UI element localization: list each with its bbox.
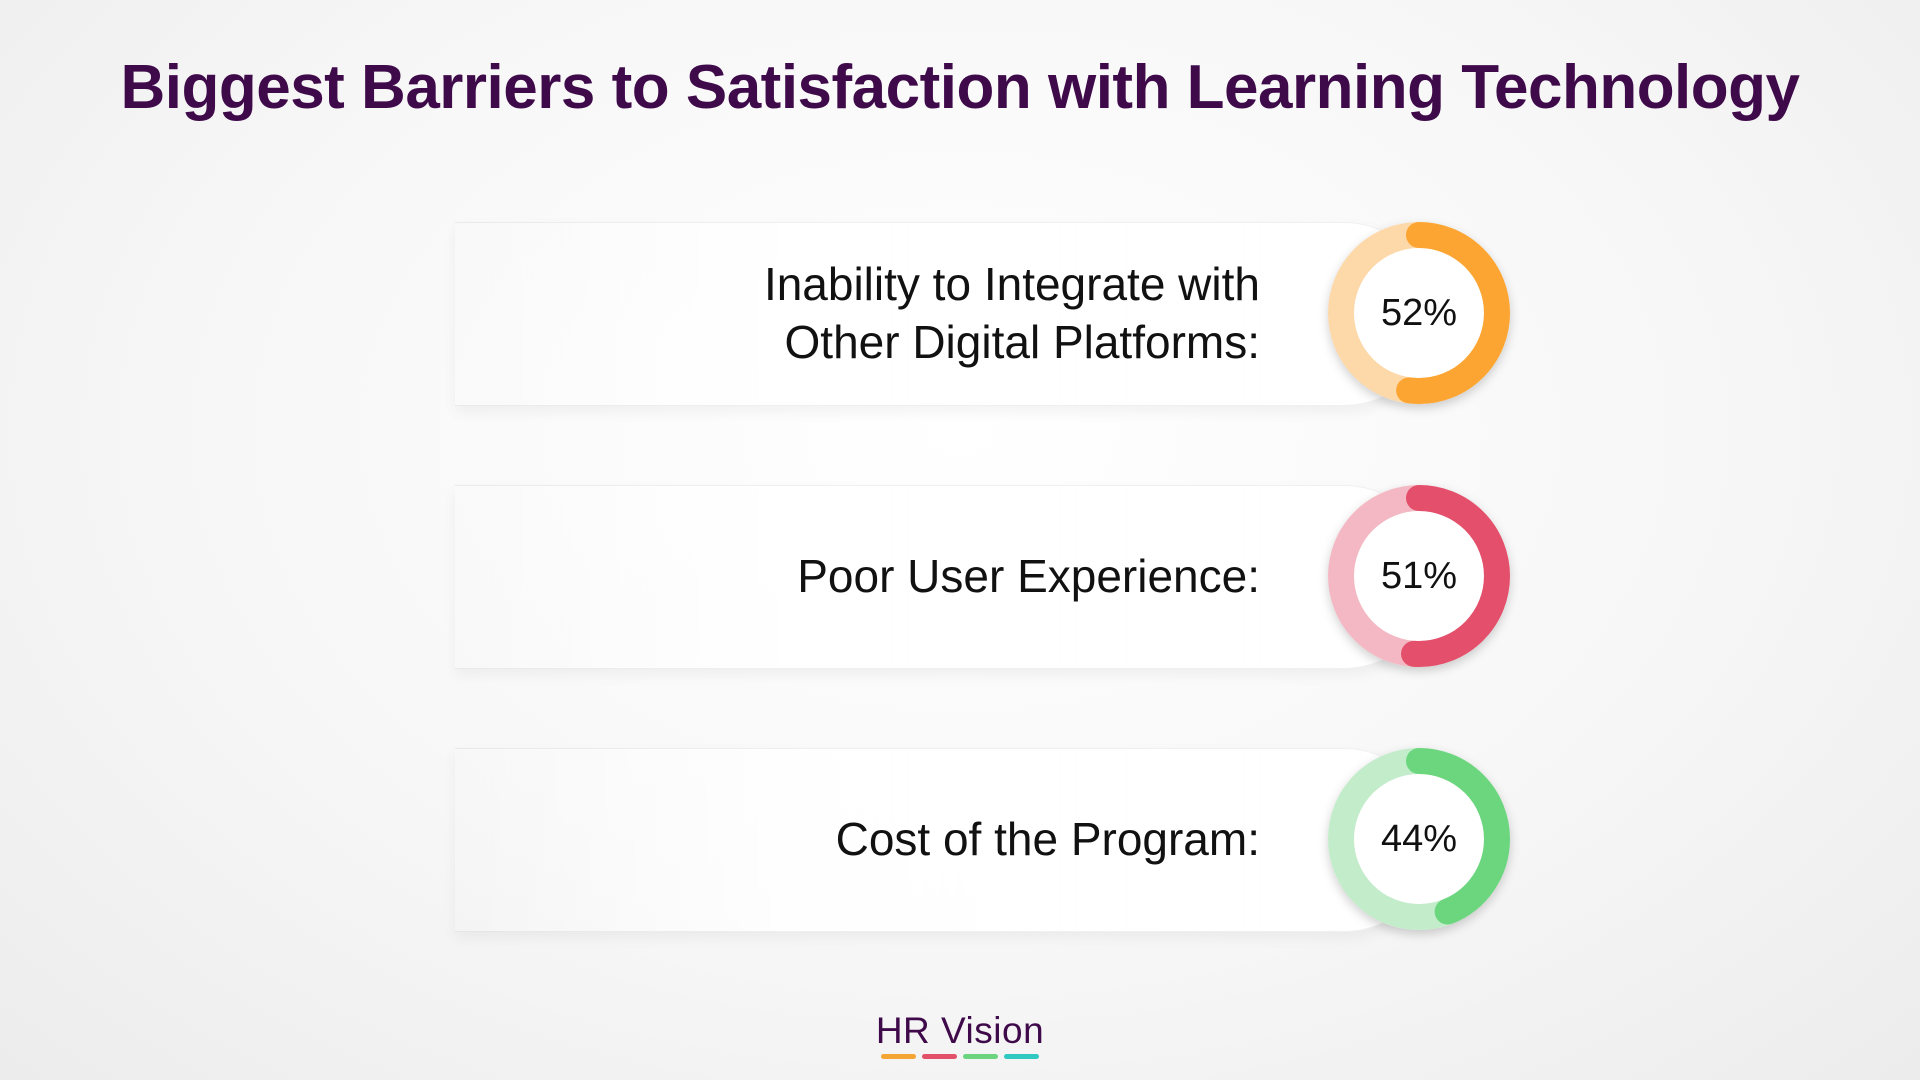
percent-donut: 44% — [1328, 748, 1510, 930]
donut-arc — [1328, 222, 1510, 404]
row-background — [455, 222, 1435, 406]
row-background — [455, 748, 1435, 932]
donut-hole — [1355, 512, 1483, 640]
donut-chart — [1328, 222, 1510, 404]
donut-arc — [1328, 748, 1510, 930]
barrier-label: Cost of the Program: — [835, 813, 1260, 865]
donut-hole — [1355, 249, 1483, 377]
barrier-row: Inability to Integrate with Other Digita… — [455, 222, 1515, 406]
brand-name: HR Vision — [875, 1010, 1045, 1051]
donut-hole — [1355, 775, 1483, 903]
barrier-row: Poor User Experience: 51% — [455, 485, 1515, 669]
percent-donut: 51% — [1328, 485, 1510, 667]
percent-value: 44% — [1380, 817, 1458, 860]
barrier-label: Inability to Integrate with Other Digita… — [763, 258, 1260, 368]
brand-bar — [922, 1054, 957, 1059]
brand-bar — [963, 1054, 998, 1059]
donut-chart — [1328, 485, 1510, 667]
barrier-label: Poor User Experience: — [797, 550, 1260, 602]
brand-logo: HR Vision — [0, 1010, 1920, 1059]
donut-chart — [1328, 748, 1510, 930]
brand-color-bars — [0, 1054, 1920, 1059]
barrier-row: Cost of the Program: 44% — [455, 748, 1515, 932]
percent-value: 51% — [1380, 554, 1458, 597]
page-title: Biggest Barriers to Satisfaction with Le… — [120, 53, 1800, 122]
brand-bar — [1004, 1054, 1039, 1059]
percent-value: 52% — [1380, 291, 1458, 334]
percent-donut: 52% — [1328, 222, 1510, 404]
brand-bar — [881, 1054, 916, 1059]
donut-arc — [1328, 485, 1510, 667]
row-background — [455, 485, 1435, 669]
